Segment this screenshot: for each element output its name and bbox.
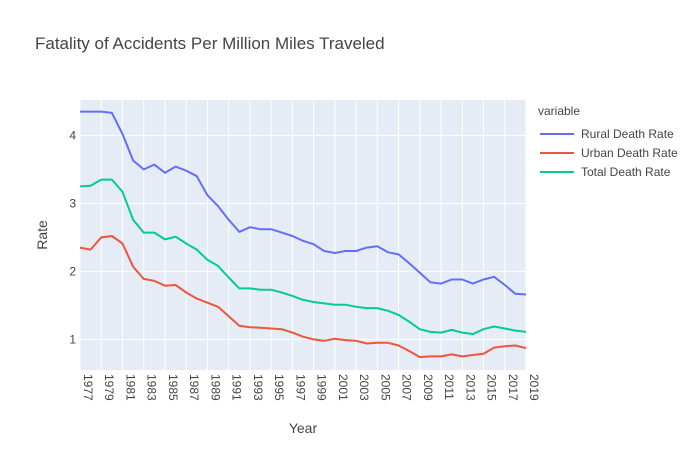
legend-swatch-urban <box>540 151 574 154</box>
x-tick-label: 1981 <box>123 374 137 401</box>
legend-label-urban: Urban Death Rate <box>581 145 678 160</box>
series-line-rural-death-rate[interactable] <box>80 110 527 296</box>
x-tick-label: 2009 <box>421 374 435 401</box>
x-tick-label: 1979 <box>102 374 116 401</box>
x-tick-label: 1997 <box>293 374 307 401</box>
x-tick-label: 2011 <box>442 374 456 400</box>
x-tick-label: 1999 <box>315 374 329 401</box>
x-tick-label: 1987 <box>187 374 201 401</box>
series-lines <box>79 110 527 359</box>
y-tick-label: 2 <box>69 264 76 278</box>
x-tick-label: 1983 <box>145 374 159 401</box>
x-tick-label: 2013 <box>463 374 477 401</box>
x-tick-label: 1977 <box>81 374 95 401</box>
series-line-urban-death-rate[interactable] <box>79 235 527 359</box>
x-axis-ticks: 1977 1979 1981 1983 1985 1987 1989 1991 1993 1995… <box>81 374 541 401</box>
x-tick-label: 2003 <box>357 374 371 401</box>
series-line-total-death-rate[interactable] <box>79 178 527 335</box>
x-tick-label: 1989 <box>208 374 222 401</box>
x-axis-label: Year <box>289 420 318 436</box>
legend-item-urban[interactable]: Urban Death Rate <box>538 143 678 162</box>
y-tick-label: 3 <box>69 196 76 210</box>
legend-label-rural: Rural Death Rate <box>581 126 674 141</box>
x-tick-label: 1995 <box>272 374 286 401</box>
legend-swatch-total <box>540 170 574 173</box>
legend-label-total: Total Death Rate <box>581 164 671 179</box>
legend-item-rural[interactable]: Rural Death Rate <box>538 124 678 143</box>
chart-title: Fatality of Accidents Per Million Miles … <box>35 34 385 53</box>
legend-item-total[interactable]: Total Death Rate <box>538 162 678 181</box>
y-axis-label: Rate <box>34 220 50 250</box>
y-axis-ticks: 1 2 3 4 <box>69 128 76 346</box>
legend-title: variable <box>538 104 581 118</box>
x-tick-label: 2019 <box>527 374 541 401</box>
plot-background <box>80 100 526 370</box>
x-tick-label: 1993 <box>251 374 265 401</box>
x-tick-label: 2001 <box>336 374 350 401</box>
y-tick-label: 4 <box>69 128 76 142</box>
grid-lines <box>79 100 527 370</box>
legend: variable Rural Death Rate Urban Death Ra… <box>538 104 678 181</box>
x-tick-label: 2007 <box>400 374 414 401</box>
x-tick-label: 1985 <box>166 374 180 401</box>
x-tick-label: 2005 <box>378 374 392 401</box>
x-tick-label: 2015 <box>485 374 499 401</box>
x-tick-label: 1991 <box>230 374 244 401</box>
y-tick-label: 1 <box>69 332 76 346</box>
x-tick-label: 2017 <box>506 374 520 401</box>
legend-swatch-rural <box>540 132 574 135</box>
